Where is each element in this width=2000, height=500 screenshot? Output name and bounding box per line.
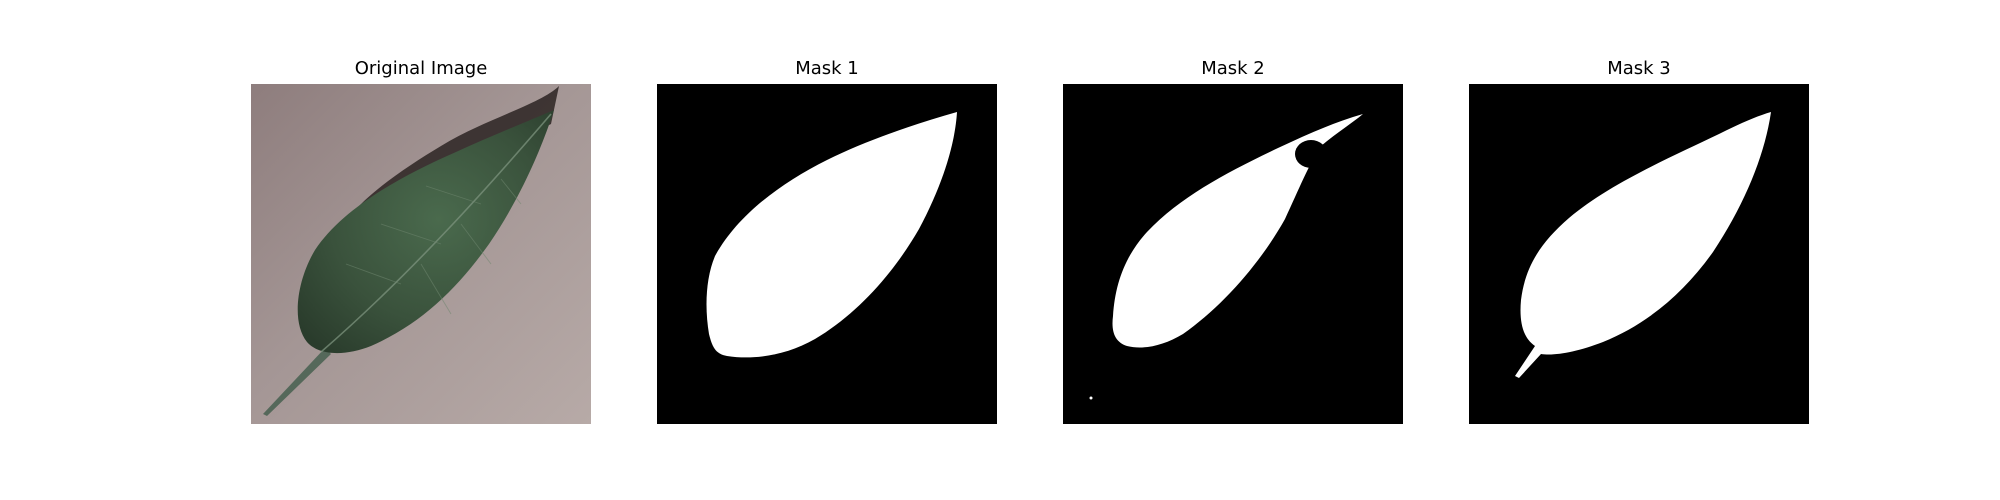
mask-hole	[1295, 140, 1327, 168]
leaf-midrib	[320, 113, 552, 353]
panel-title: Mask 2	[1201, 58, 1265, 79]
mask-1-image	[657, 84, 997, 424]
leaf-veins	[345, 178, 522, 315]
leaf-blade	[297, 110, 554, 354]
panel-mask-2: Mask 2	[1063, 58, 1403, 424]
panel-title: Mask 1	[795, 58, 859, 79]
panel-mask-3: Mask 3	[1469, 58, 1809, 424]
mask-leaf-region	[1112, 114, 1363, 348]
mask-leaf-region	[706, 112, 957, 358]
panel-title: Original Image	[354, 58, 488, 79]
mask-noise-dot	[1089, 396, 1093, 400]
panel-title: Mask 3	[1607, 58, 1671, 79]
original-leaf-photo	[251, 84, 591, 424]
mask-3-image	[1469, 84, 1809, 424]
panel-mask-1: Mask 1	[657, 58, 997, 424]
mask-leaf-region	[1515, 112, 1771, 378]
mask-2-image	[1063, 84, 1403, 424]
leaf-stem	[263, 348, 331, 416]
panel-original-image: Original Image	[251, 58, 591, 424]
